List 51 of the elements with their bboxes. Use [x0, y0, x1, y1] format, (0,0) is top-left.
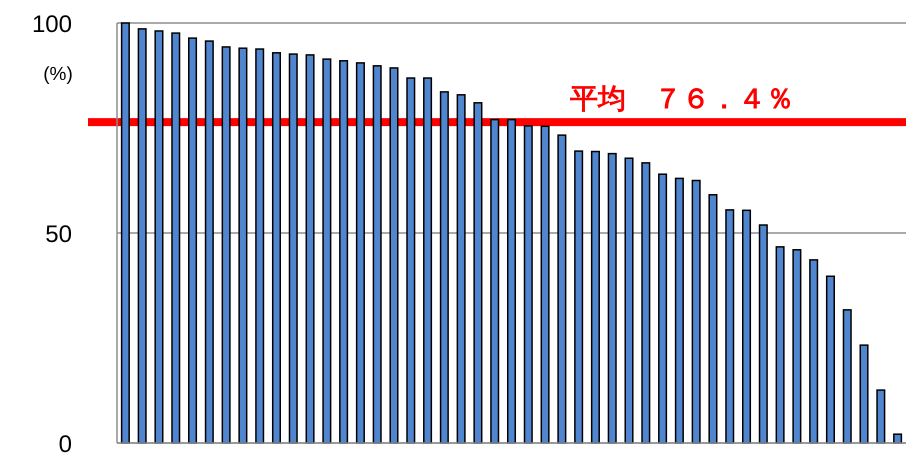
- bar: [171, 32, 180, 444]
- y-tick-label: 50: [45, 221, 72, 248]
- bar: [692, 180, 701, 444]
- bar: [389, 67, 399, 444]
- bar: [288, 53, 298, 444]
- bar: [540, 126, 550, 444]
- y-tick-label: 100: [32, 11, 72, 38]
- bar: [742, 210, 752, 444]
- bar: [641, 162, 650, 444]
- bar: [490, 118, 500, 444]
- bar: [826, 276, 835, 444]
- bar: [524, 125, 533, 444]
- bar: [506, 118, 516, 444]
- bar: [842, 309, 852, 444]
- bar: [674, 178, 684, 444]
- bar: [809, 259, 818, 444]
- bar: [154, 30, 164, 444]
- bar: [440, 91, 449, 444]
- bar: [557, 134, 566, 444]
- bar: [423, 77, 432, 444]
- bar: [792, 249, 802, 444]
- bar: [204, 40, 214, 444]
- bar: [708, 194, 718, 444]
- bar: [590, 150, 600, 444]
- bar: [339, 60, 348, 444]
- bar: [372, 65, 382, 444]
- ref-line-label: 平均 ７６．４％: [569, 82, 794, 116]
- bar: [725, 209, 734, 444]
- bar: [876, 389, 886, 444]
- bar: [322, 58, 332, 444]
- y-axis-title: (%): [43, 64, 73, 85]
- bar: [306, 54, 315, 444]
- bar: [473, 102, 482, 444]
- bar: [272, 52, 282, 444]
- bar: [356, 62, 365, 444]
- y-tick-label: 0: [58, 431, 72, 454]
- bar: [574, 150, 584, 444]
- bar: [120, 22, 130, 444]
- bar: [758, 224, 768, 444]
- bar: [860, 344, 869, 444]
- bar: [138, 28, 147, 444]
- bar: [406, 77, 416, 444]
- bar: [624, 157, 634, 444]
- bar: [222, 46, 231, 444]
- bar: [658, 173, 668, 444]
- bar: [238, 47, 248, 444]
- bar: [776, 246, 785, 444]
- bar: [456, 94, 466, 444]
- bar: [608, 152, 617, 444]
- bar: [255, 48, 264, 444]
- bar: [188, 37, 198, 444]
